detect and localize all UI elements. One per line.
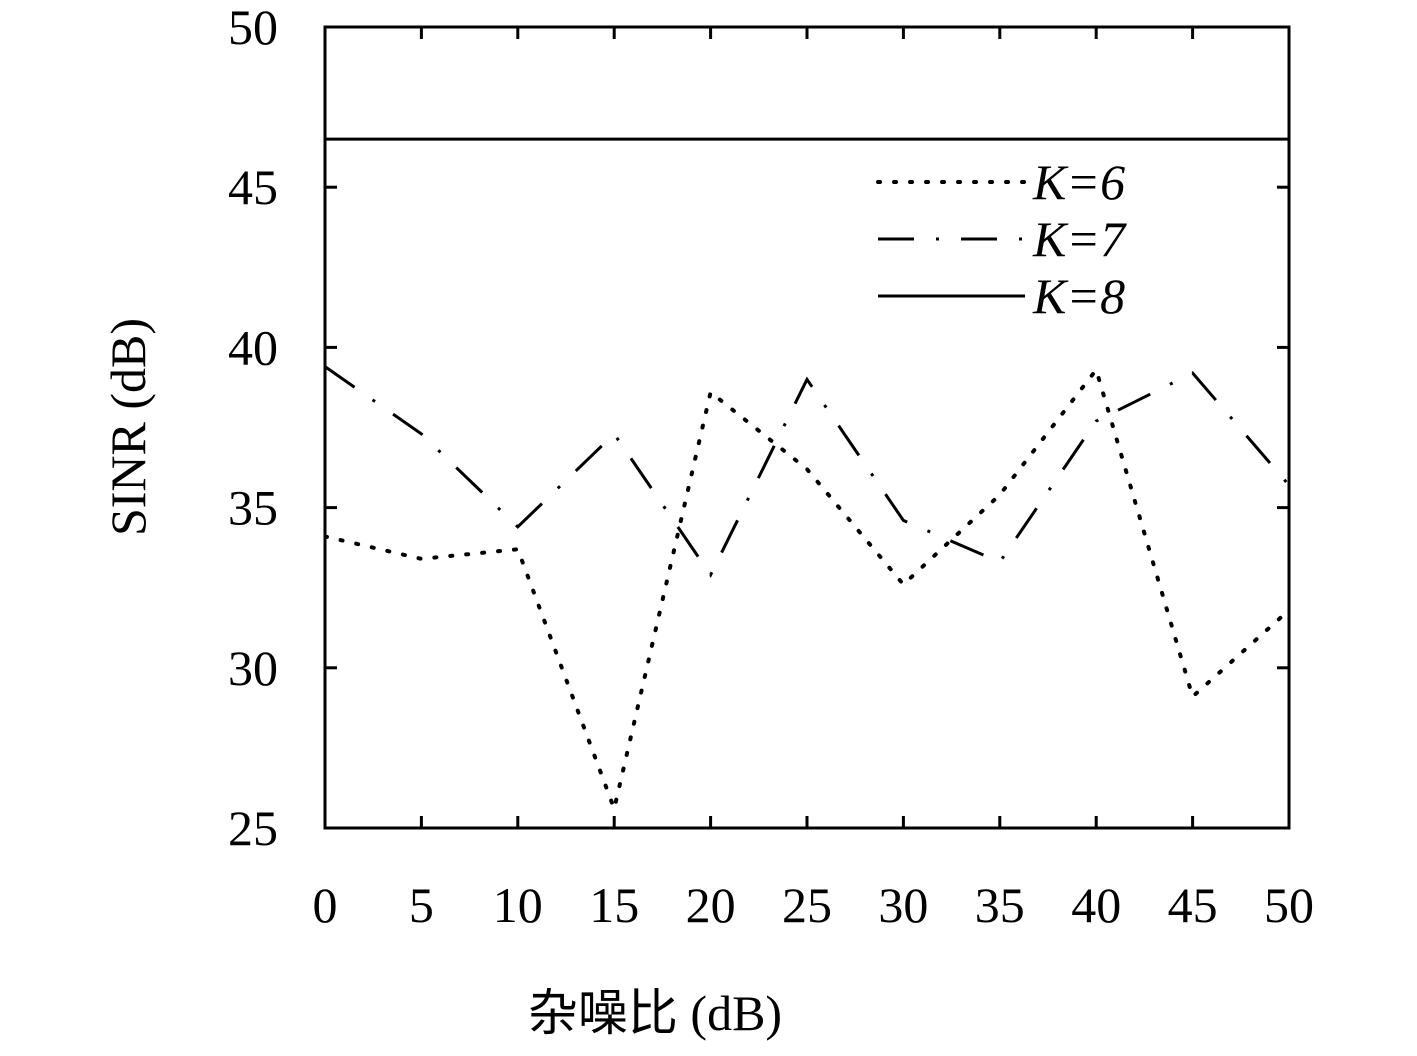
- x-tick-label: 50: [1264, 877, 1314, 933]
- y-tick-label: 40: [228, 319, 278, 375]
- series-line: [325, 365, 1289, 816]
- x-tick-label: 25: [782, 877, 832, 933]
- x-tick-label: 10: [493, 877, 543, 933]
- y-tick-label: 30: [228, 640, 278, 696]
- x-tick-label: 5: [409, 877, 434, 933]
- y-tick-label: 25: [228, 800, 278, 856]
- series-line: [325, 365, 1289, 578]
- legend-label: K=7: [1032, 211, 1127, 267]
- x-tick-label: 35: [975, 877, 1025, 933]
- plot-frame: [323, 25, 1291, 830]
- y-tick-label: 50: [228, 0, 278, 55]
- y-axis-label: SINR (dB): [100, 318, 156, 536]
- x-tick-label: 15: [589, 877, 639, 933]
- y-tick-label: 45: [228, 159, 278, 215]
- y-tick-label: 35: [228, 480, 278, 536]
- legend-label: K=6: [1032, 154, 1125, 210]
- x-tick-label: 30: [878, 877, 928, 933]
- x-tick-label: 0: [313, 877, 338, 933]
- x-tick-label: 20: [686, 877, 736, 933]
- legend-label: K=8: [1032, 268, 1125, 324]
- x-tick-label: 40: [1071, 877, 1121, 933]
- x-tick-label: 45: [1168, 877, 1218, 933]
- x-axis-label: 杂噪比 (dB): [528, 985, 782, 1041]
